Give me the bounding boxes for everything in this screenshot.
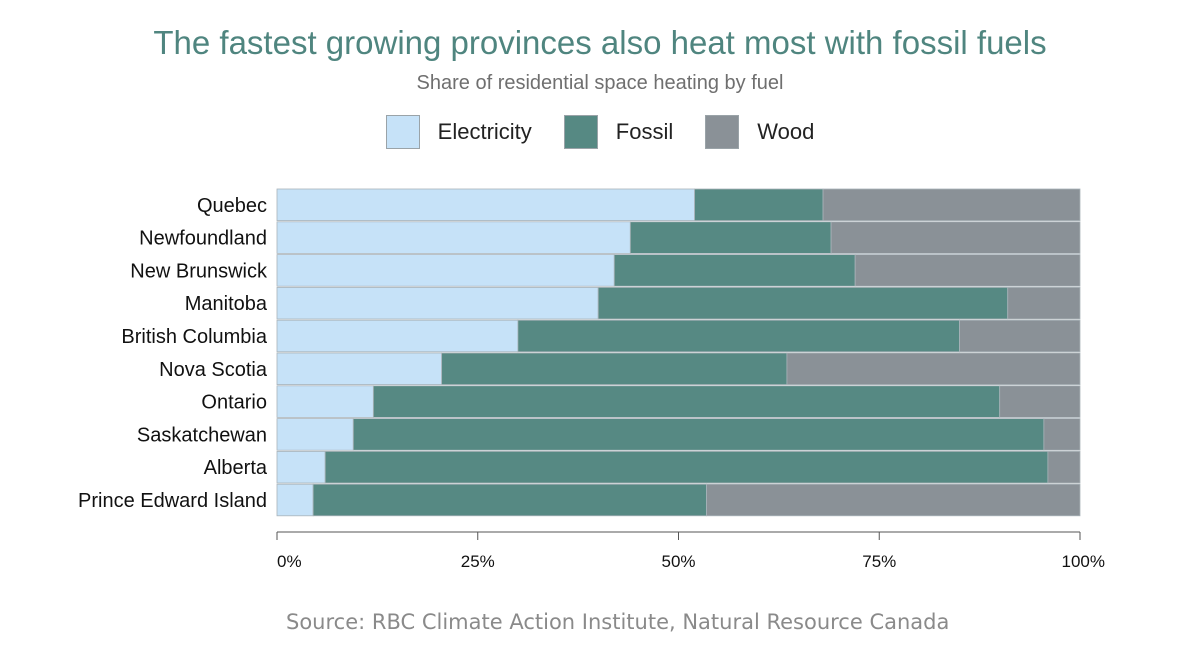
x-tick-label: 0% [277, 552, 302, 571]
category-label: Nova Scotia [159, 359, 268, 381]
category-label: Quebec [197, 195, 267, 217]
category-label: Ontario [201, 392, 267, 414]
legend-swatch-wood [705, 115, 740, 149]
category-label: Manitoba [185, 293, 268, 315]
category-label: Alberta [204, 457, 268, 479]
bar-wood-british-columbia [959, 319, 1081, 353]
bar-electricity-alberta [276, 450, 326, 484]
bar-fossil-british-columbia [517, 319, 960, 353]
bar-electricity-new-brunswick [276, 254, 615, 287]
bar-fossil-new-brunswick [613, 254, 856, 287]
bar-fossil-saskatchewan [352, 418, 1045, 451]
legend-label-fossil: Fossil [615, 119, 674, 144]
bar-fossil-nova-scotia [441, 352, 788, 386]
bar-fossil-ontario [372, 385, 1001, 418]
bar-fossil-prince-edward-island [312, 483, 708, 517]
x-tick-label: 75% [862, 552, 896, 571]
category-label: Prince Edward Island [78, 490, 267, 512]
legend-swatch-electricity [385, 115, 420, 149]
chart-subtitle: Share of residential space heating by fu… [416, 72, 784, 94]
bar-wood-saskatchewan [1043, 418, 1081, 451]
bar-fossil-manitoba [597, 286, 1009, 320]
bar-wood-newfoundland [830, 221, 1081, 254]
bar-fossil-alberta [324, 450, 1049, 484]
legend-label-wood: Wood [757, 119, 815, 144]
x-tick-label: 25% [461, 552, 495, 571]
legend-label-electricity: Electricity [437, 119, 532, 144]
bar-wood-new-brunswick [854, 254, 1081, 287]
category-label: Newfoundland [139, 228, 267, 250]
x-tick-label: 50% [661, 552, 695, 571]
bar-electricity-prince-edward-island [276, 483, 314, 517]
bar-fossil-quebec [694, 188, 824, 222]
category-label: Saskatchewan [137, 424, 267, 446]
legend: Electricity Fossil Wood [0, 114, 1200, 150]
bar-electricity-british-columbia [276, 319, 519, 353]
legend-item-wood: Wood [705, 115, 814, 149]
bar-electricity-quebec [276, 188, 695, 222]
bar-wood-manitoba [1007, 286, 1081, 320]
bar-wood-ontario [999, 385, 1081, 418]
chart-title: The fastest growing provinces also heat … [153, 24, 1047, 61]
bar-fossil-newfoundland [629, 221, 832, 254]
bar-wood-quebec [822, 188, 1081, 222]
bar-electricity-manitoba [276, 286, 599, 320]
bar-wood-prince-edward-island [706, 483, 1081, 517]
bar-wood-nova-scotia [786, 352, 1081, 386]
bar-electricity-ontario [276, 385, 374, 418]
legend-item-electricity: Electricity [385, 115, 532, 149]
bar-electricity-newfoundland [276, 221, 631, 254]
bar-wood-alberta [1047, 450, 1081, 484]
bar-electricity-saskatchewan [276, 418, 354, 451]
legend-item-fossil: Fossil [563, 115, 674, 149]
category-label: British Columbia [121, 326, 267, 348]
source-note: Source: RBC Climate Action Institute, Na… [286, 610, 950, 634]
x-tick-label: 100% [1062, 552, 1105, 571]
bar-electricity-nova-scotia [276, 352, 443, 386]
category-label: New Brunswick [130, 260, 268, 282]
legend-swatch-fossil [563, 115, 598, 149]
